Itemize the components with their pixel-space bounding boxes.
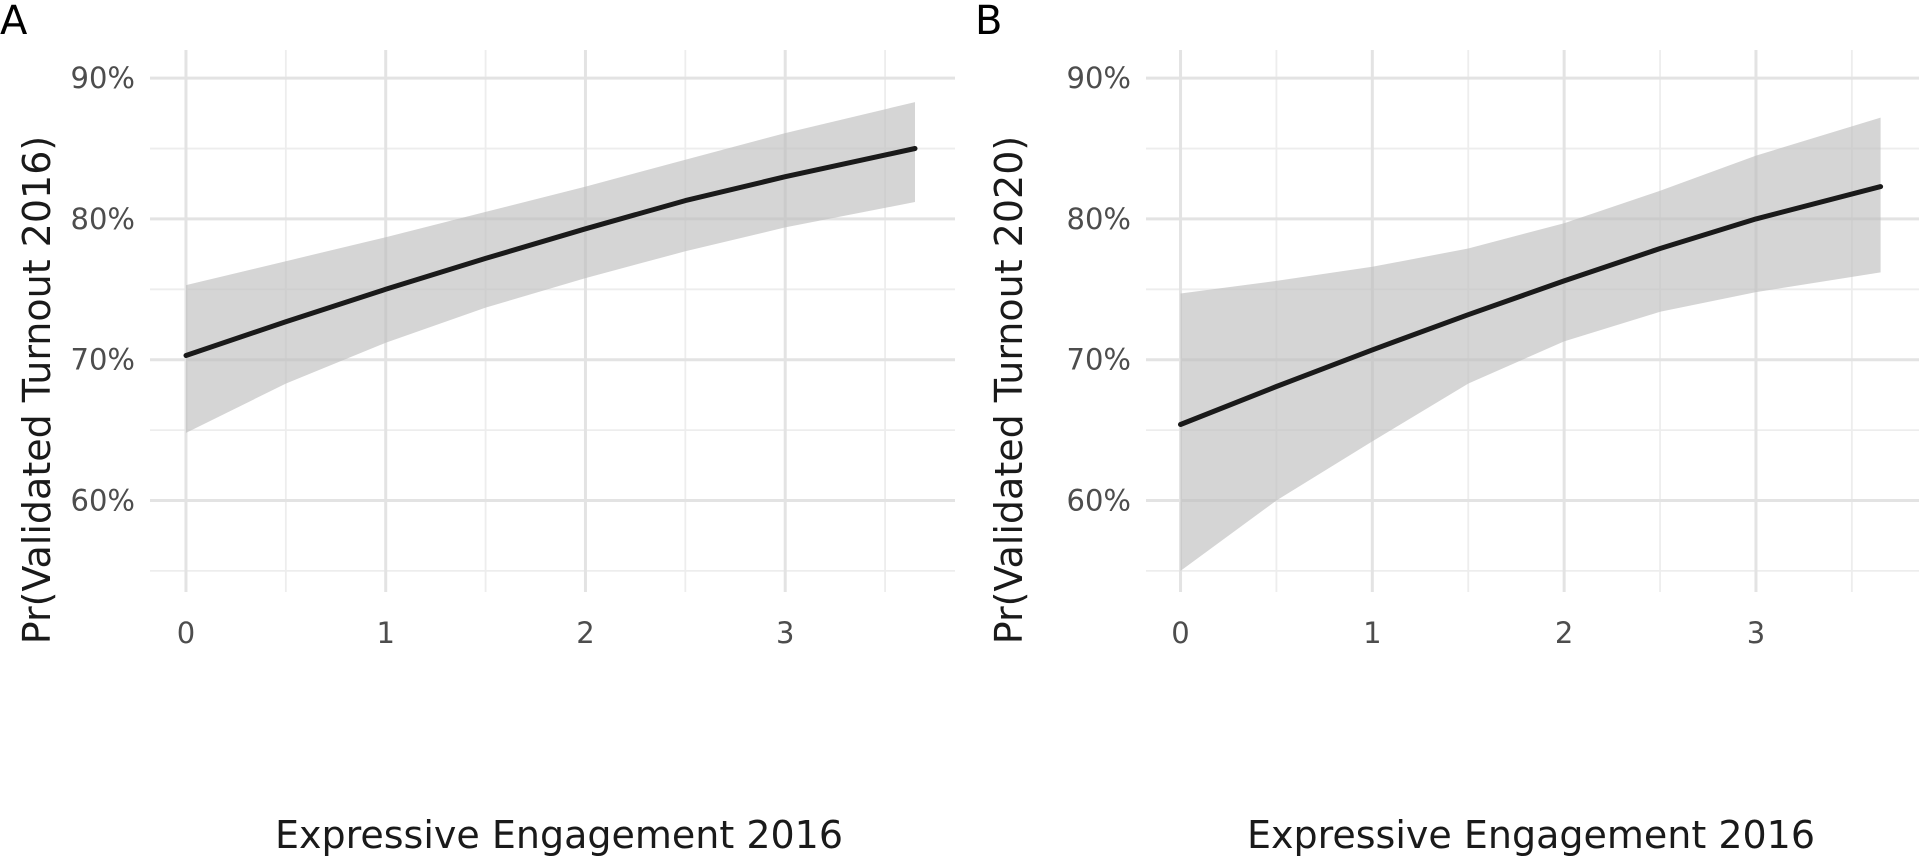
confidence-band bbox=[186, 102, 915, 433]
x-axis-title-a: Expressive Engagement 2016 bbox=[275, 813, 843, 857]
y-tick-label: 60% bbox=[1067, 483, 1131, 517]
y-tick-label: 70% bbox=[1067, 343, 1131, 377]
y-tick-label: 60% bbox=[71, 483, 135, 517]
y-tick-label: 90% bbox=[1067, 61, 1131, 95]
x-tick-label: 0 bbox=[1171, 616, 1189, 650]
x-tick-label: 2 bbox=[1555, 616, 1573, 650]
y-axis-title-b: Pr(Validated Turnout 2020) bbox=[987, 136, 1031, 644]
chart-a-svg: A 0 1 2 3 60% 70% 80% 90% Expressive Engagement… bbox=[0, 0, 955, 857]
y-tick-label: 80% bbox=[1067, 202, 1131, 236]
x-tick-label: 1 bbox=[376, 616, 394, 650]
chart-panel-b: B 0 1 2 3 60% 70% 80% 90% Expressive Engagement… bbox=[976, 0, 1919, 858]
panel-tag-a: A bbox=[0, 0, 28, 44]
x-tick-label: 0 bbox=[177, 616, 195, 650]
ticks-a: 0 1 2 3 60% 70% 80% 90% bbox=[71, 61, 795, 650]
y-tick-label: 80% bbox=[71, 202, 135, 236]
chart-b-svg: B 0 1 2 3 60% 70% 80% 90% Expressive Engagement… bbox=[976, 0, 1919, 857]
x-tick-label: 1 bbox=[1363, 616, 1381, 650]
y-tick-label: 90% bbox=[71, 61, 135, 95]
x-axis-title-b: Expressive Engagement 2016 bbox=[1247, 813, 1815, 857]
x-tick-label: 3 bbox=[776, 616, 794, 650]
ci-ribbon-a bbox=[186, 102, 915, 433]
x-tick-label: 2 bbox=[576, 616, 594, 650]
chart-panel-a: A 0 1 2 3 60% 70% 80% 90% Expressive Engagement… bbox=[0, 0, 955, 857]
predicted-probability-line bbox=[1178, 184, 1884, 427]
ci-ribbon-b bbox=[1180, 117, 1881, 571]
panel-tag-b: B bbox=[976, 0, 1002, 44]
fit-line-b bbox=[1178, 184, 1884, 427]
ticks-b: 0 1 2 3 60% 70% 80% 90% bbox=[1067, 61, 1766, 650]
y-tick-label: 70% bbox=[71, 343, 135, 377]
fit-line-a bbox=[183, 146, 918, 358]
confidence-band bbox=[1180, 117, 1881, 571]
y-axis-title-a: Pr(Validated Turnout 2016) bbox=[15, 136, 59, 644]
x-tick-label: 3 bbox=[1747, 616, 1765, 650]
predicted-probability-line bbox=[183, 146, 918, 358]
